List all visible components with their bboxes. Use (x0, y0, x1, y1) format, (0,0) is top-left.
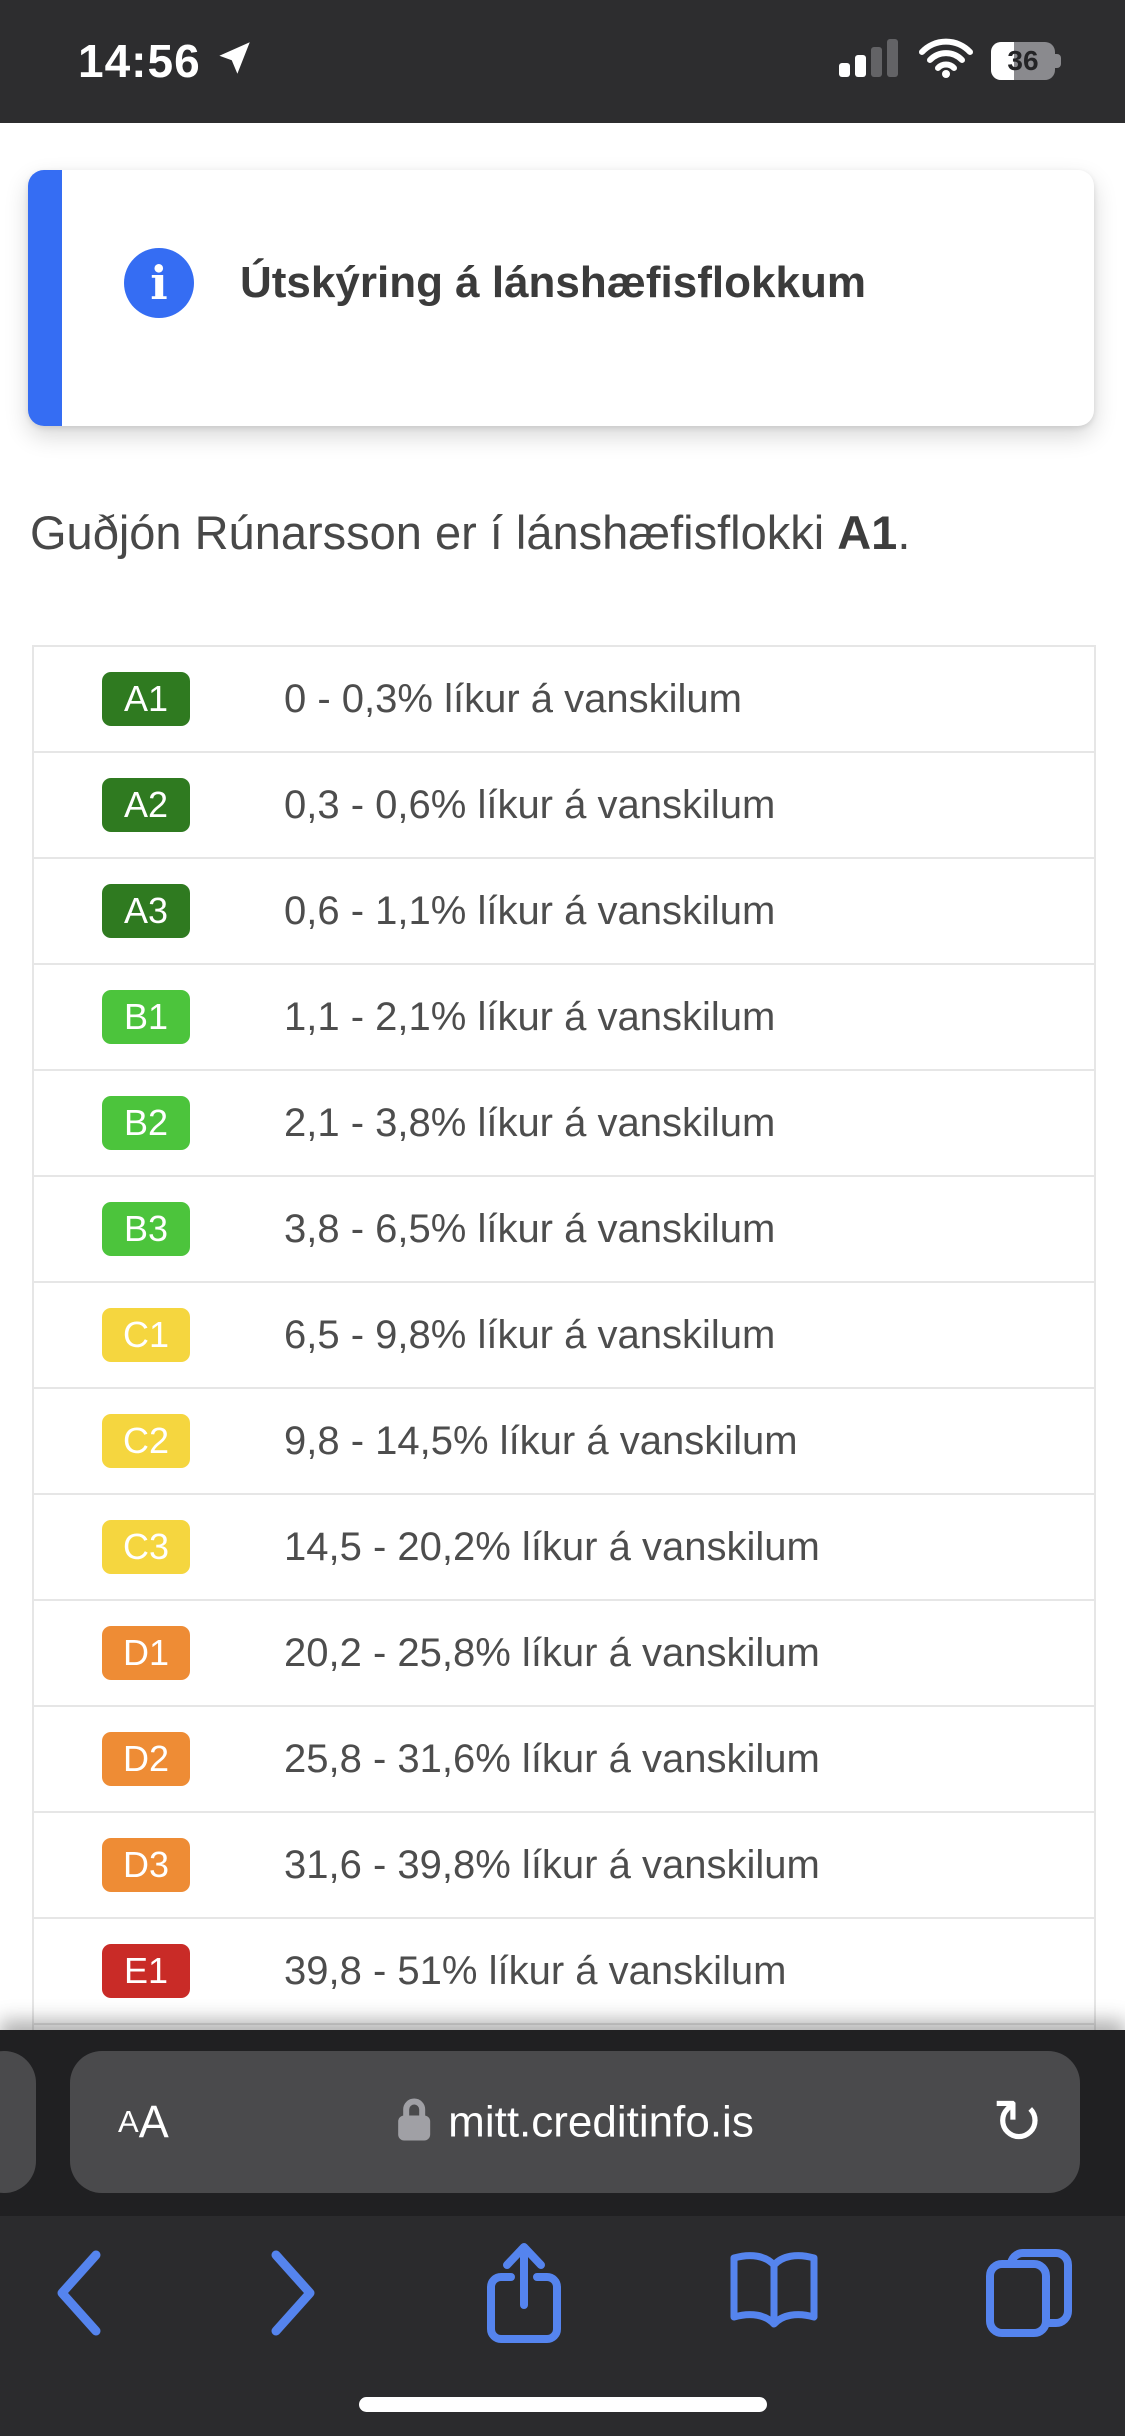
table-row: E1 39,8 - 51% líkur á vanskilum (34, 1919, 1094, 2025)
url-text: mitt.creditinfo.is (448, 2097, 754, 2146)
grade-badge: D3 (102, 1838, 190, 1892)
battery-percent: 36 (1007, 44, 1039, 76)
row-text: 0,6 - 1,1% líkur á vanskilum (284, 888, 776, 933)
sentence-suffix: . (897, 506, 911, 559)
status-bar: 14:56 (0, 0, 1125, 123)
row-text: 2,1 - 3,8% líkur á vanskilum (284, 1100, 776, 1145)
status-time: 14:56 (78, 35, 201, 87)
grade-badge: D1 (102, 1626, 190, 1680)
wifi-icon (919, 38, 973, 83)
grade-badge: A1 (102, 672, 190, 726)
back-button[interactable] (52, 2248, 104, 2341)
share-icon (485, 2241, 563, 2348)
row-text: 14,5 - 20,2% líkur á vanskilum (284, 1524, 820, 1569)
table-row: B2 2,1 - 3,8% líkur á vanskilum (34, 1071, 1094, 1177)
sentence-grade: A1 (837, 506, 898, 559)
row-text: 9,8 - 14,5% líkur á vanskilum (284, 1418, 798, 1463)
table-row: D2 25,8 - 31,6% líkur á vanskilum (34, 1707, 1094, 1813)
adjacent-tab-peek[interactable] (0, 2051, 36, 2193)
table-row: A3 0,6 - 1,1% líkur á vanskilum (34, 859, 1094, 965)
grade-badge: C2 (102, 1414, 190, 1468)
table-row: D3 31,6 - 39,8% líkur á vanskilum (34, 1813, 1094, 1919)
row-text: 39,8 - 51% líkur á vanskilum (284, 1948, 787, 1993)
forward-chevron-icon (268, 2248, 320, 2341)
back-chevron-icon (52, 2248, 104, 2341)
forward-button[interactable] (268, 2248, 320, 2341)
row-text: 0 - 0,3% líkur á vanskilum (284, 676, 742, 721)
rating-table: A1 0 - 0,3% líkur á vanskilum A2 0,3 - 0… (32, 645, 1096, 2037)
info-circle-icon: i (124, 248, 194, 318)
location-arrow-icon (216, 40, 252, 81)
card-title: Útskýring á lánshæfisflokkum (240, 258, 866, 307)
grade-badge: E1 (102, 1944, 190, 1998)
table-row: A1 0 - 0,3% líkur á vanskilum (34, 647, 1094, 753)
table-row: C2 9,8 - 14,5% líkur á vanskilum (34, 1389, 1094, 1495)
tabs-button[interactable] (985, 2248, 1073, 2341)
table-row: B1 1,1 - 2,1% líkur á vanskilum (34, 965, 1094, 1071)
row-text: 3,8 - 6,5% líkur á vanskilum (284, 1206, 776, 1251)
sentence-prefix: Guðjón Rúnarsson er í lánshæfisflokki (30, 506, 838, 559)
battery-icon: 36 (991, 41, 1063, 80)
table-row: B3 3,8 - 6,5% líkur á vanskilum (34, 1177, 1094, 1283)
tabs-icon (985, 2248, 1073, 2341)
info-card[interactable]: i Útskýring á lánshæfisflokkum (28, 170, 1094, 426)
grade-badge: D2 (102, 1732, 190, 1786)
grade-badge: B1 (102, 990, 190, 1044)
row-text: 25,8 - 31,6% líkur á vanskilum (284, 1736, 820, 1781)
row-text: 20,2 - 25,8% líkur á vanskilum (284, 1630, 820, 1675)
grade-badge: A2 (102, 778, 190, 832)
credit-grade-sentence: Guðjón Rúnarsson er í lánshæfisflokki A1… (30, 505, 910, 560)
cellular-signal-icon (839, 39, 901, 82)
table-row: C3 14,5 - 20,2% líkur á vanskilum (34, 1495, 1094, 1601)
share-button[interactable] (485, 2241, 563, 2348)
lock-icon (396, 2097, 432, 2148)
grade-badge: C3 (102, 1520, 190, 1574)
toolbar (0, 2216, 1125, 2436)
table-row: C1 6,5 - 9,8% líkur á vanskilum (34, 1283, 1094, 1389)
grade-badge: B3 (102, 1202, 190, 1256)
bookmarks-button[interactable] (727, 2251, 821, 2338)
refresh-icon[interactable]: ↻ (992, 2085, 1044, 2158)
grade-badge: B2 (102, 1096, 190, 1150)
table-row: A2 0,3 - 0,6% líkur á vanskilum (34, 753, 1094, 859)
row-text: 0,3 - 0,6% líkur á vanskilum (284, 782, 776, 827)
card-accent-bar (28, 170, 62, 426)
row-text: 1,1 - 2,1% líkur á vanskilum (284, 994, 776, 1039)
book-icon (727, 2251, 821, 2338)
row-text: 31,6 - 39,8% líkur á vanskilum (284, 1842, 820, 1887)
table-row: D1 20,2 - 25,8% líkur á vanskilum (34, 1601, 1094, 1707)
grade-badge: A3 (102, 884, 190, 938)
grade-badge: C1 (102, 1308, 190, 1362)
home-indicator[interactable] (358, 2397, 767, 2412)
row-text: 6,5 - 9,8% líkur á vanskilum (284, 1312, 776, 1357)
